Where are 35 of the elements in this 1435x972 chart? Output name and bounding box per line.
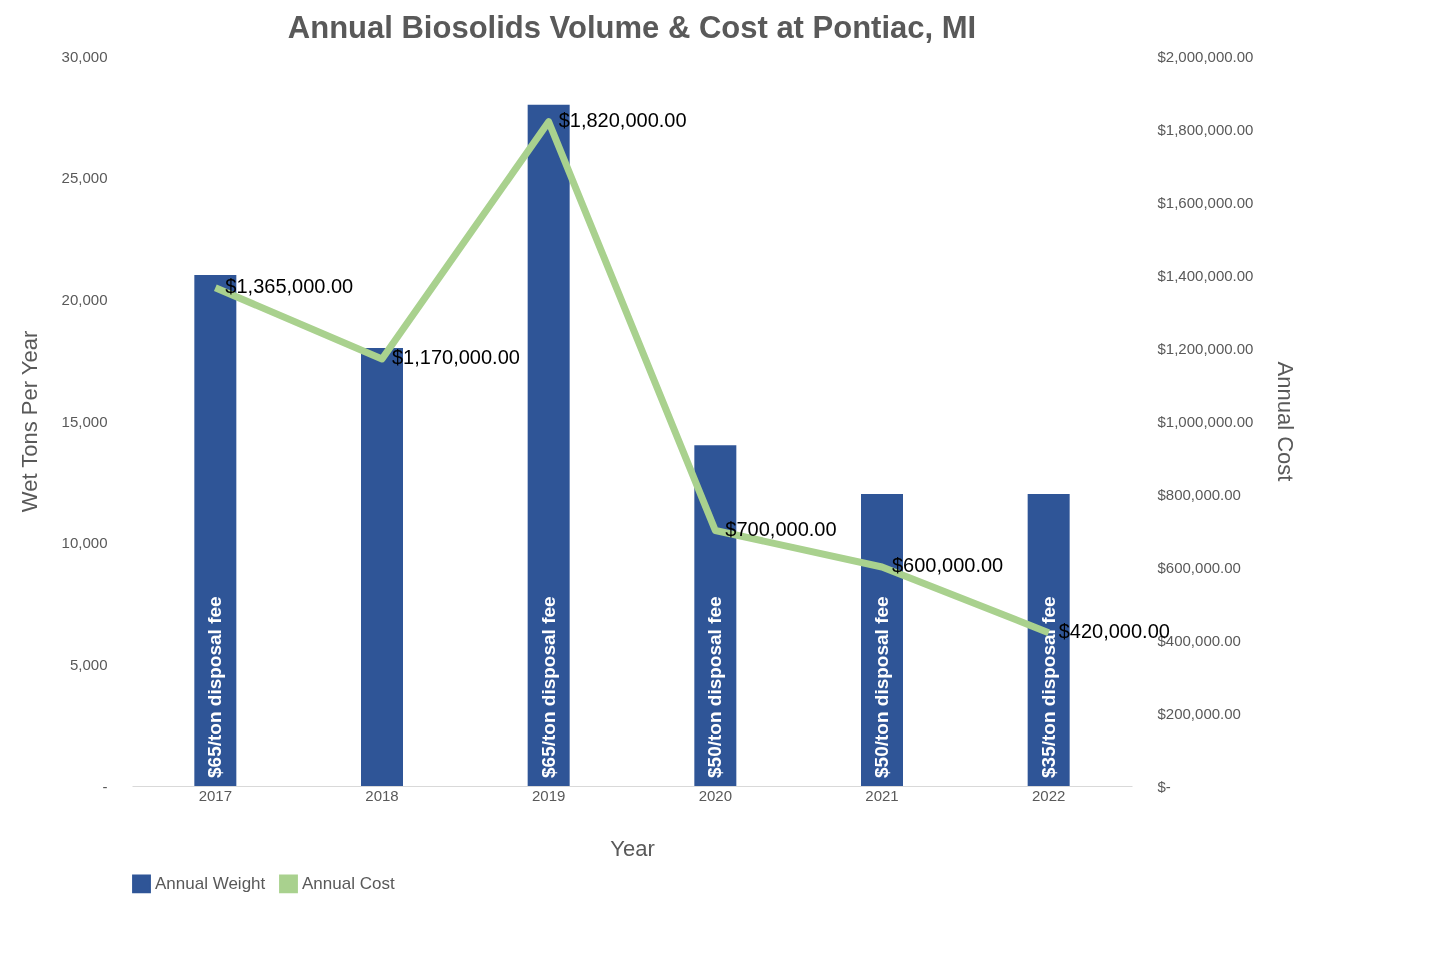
chart-title: Annual Biosolids Volume & Cost at Pontiac, MI [287,10,977,45]
y-axis-title: Wet Tons Per Year [16,330,42,513]
legend-label: Annual Weight [155,873,266,893]
y2-tick-label: $2,000,000.00 [1157,47,1254,65]
y2-tick-label: $800,000.00 [1157,485,1241,503]
x-tick-label: 2019 [531,786,566,804]
annotation: $50/ton disposal fee [704,596,726,778]
x-axis-title: Year [610,835,655,861]
y2-axis-title: Annual Cost [1273,361,1299,482]
x-tick-label: 2020 [698,786,733,804]
y-tick-label: 10,000 [61,534,108,552]
data-label: $700,000.00 [725,517,837,540]
y2-tick-label: $1,200,000.00 [1157,339,1254,357]
annotation: $65/ton disposal fee [537,596,559,778]
y2-tick-label: $- [1157,777,1171,795]
y-tick-label: 30,000 [61,47,108,65]
annotation: $35/ton disposal fee [1037,596,1059,778]
x-tick-label: 2021 [865,786,899,804]
y-tick-label: 25,000 [61,169,108,187]
x-tick-label: 2022 [1031,786,1066,804]
y2-tick-label: $200,000.00 [1157,704,1241,722]
x-tick-label: 2017 [198,786,233,804]
y2-tick-label: $1,600,000.00 [1157,193,1254,211]
y-tick-label: - [102,777,108,795]
y2-tick-label: $1,800,000.00 [1157,120,1254,138]
y-tick-label: 20,000 [61,290,108,308]
y2-tick-label: $1,400,000.00 [1157,266,1254,284]
y2-tick-label: $1,000,000.00 [1157,412,1254,430]
y2-tick-label: $600,000.00 [1157,558,1241,576]
legend-label: Annual Cost [302,873,395,893]
x-tick-label: 2018 [365,786,399,804]
y-tick-label: 15,000 [61,412,108,430]
y-tick-label: 5,000 [69,655,108,673]
annotation: $50/ton disposal fee [871,596,892,778]
annotation: $65/ton disposal fee [204,596,226,778]
